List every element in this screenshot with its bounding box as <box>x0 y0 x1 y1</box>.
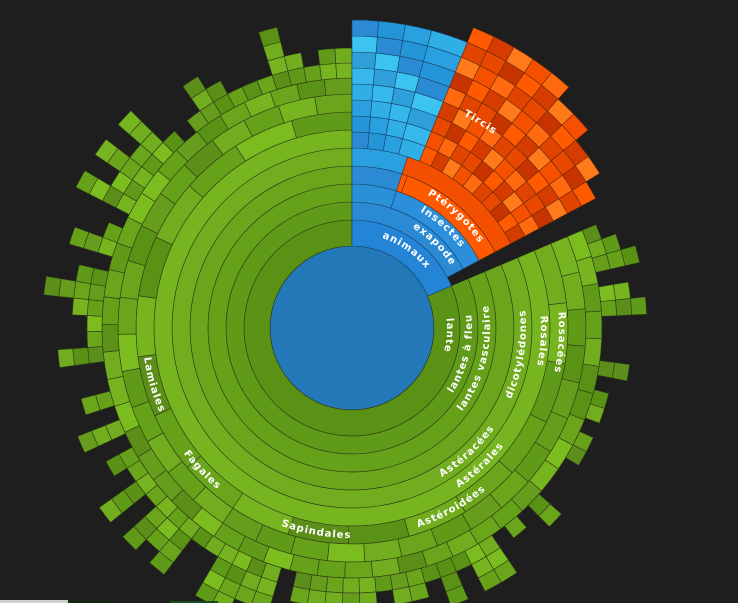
plant-outer-a-15-0[interactable] <box>565 444 587 466</box>
plant-l9-45[interactable] <box>323 77 353 96</box>
plant-outer-b-17-1[interactable] <box>289 586 310 603</box>
plant-outer-c-25-2[interactable] <box>68 226 90 249</box>
animal-col-0-5[interactable] <box>351 51 377 70</box>
footer-strip <box>170 601 218 603</box>
sunburst-root[interactable] <box>269 245 435 411</box>
animal-col-0-1[interactable] <box>351 115 371 134</box>
plant-outer-a-9-0[interactable] <box>597 360 616 379</box>
animal-col-0-6[interactable] <box>351 35 378 54</box>
plant-outer-c-11-1[interactable] <box>105 453 128 477</box>
insect-col-9-5[interactable] <box>572 181 597 207</box>
animal-col-1-1[interactable] <box>368 116 390 136</box>
plant-outer-a-5-0[interactable] <box>600 299 618 317</box>
plant-outer-d-0-0[interactable] <box>102 221 124 243</box>
plant-outer-b-6-2[interactable] <box>477 569 502 592</box>
plant-outer-c-22-2[interactable] <box>58 278 77 299</box>
animal-col-0-7[interactable] <box>351 19 380 38</box>
plant-l9-31[interactable] <box>101 324 120 353</box>
plant-l8-31[interactable] <box>314 93 353 116</box>
plant-outer-d-19-1[interactable] <box>334 47 353 64</box>
animal-col-0-2[interactable] <box>351 99 373 118</box>
plant-l9-3[interactable] <box>585 310 603 340</box>
plant-outer-c-20-0[interactable] <box>86 315 103 332</box>
plant-l9-17[interactable] <box>344 560 373 579</box>
sunburst-arcs <box>43 19 647 603</box>
plant-outer-d-4-3[interactable] <box>94 138 119 164</box>
plant-outer-a-5-2[interactable] <box>630 296 647 316</box>
plant-outer-d-7-0[interactable] <box>162 130 186 154</box>
plant-outer-b-15-0[interactable] <box>325 576 344 594</box>
plant-outer-d-18-0[interactable] <box>319 63 338 81</box>
animal-col-1-7[interactable] <box>377 20 406 41</box>
plant-outer-d-17-0[interactable] <box>303 64 322 83</box>
plant-outer-d-15-3[interactable] <box>258 26 281 48</box>
plant-outer-b-16-1[interactable] <box>307 589 327 603</box>
plant-l8-2[interactable] <box>566 308 587 347</box>
plant-outer-c-19-0[interactable] <box>86 331 104 348</box>
plant-outer-b-14-1[interactable] <box>342 592 360 603</box>
plant-outer-c-22-1[interactable] <box>73 280 92 300</box>
plant-outer-c-21-0[interactable] <box>86 299 104 317</box>
plant-outer-d-2-3[interactable] <box>75 170 99 195</box>
plant-outer-a-12-0[interactable] <box>584 403 605 424</box>
animal-col-1-3[interactable] <box>371 84 395 104</box>
plant-outer-c-21-1[interactable] <box>71 297 89 316</box>
plant-l8-22[interactable] <box>117 296 139 335</box>
plant-outer-b-1-1[interactable] <box>538 503 562 528</box>
plant-l9-4[interactable] <box>582 337 603 367</box>
plant-outer-c-22-3[interactable] <box>43 275 62 297</box>
plant-l9-18[interactable] <box>316 559 346 579</box>
animal-col-1-0[interactable] <box>367 132 387 152</box>
plant-outer-a-4-1[interactable] <box>613 281 631 301</box>
animal-col-1-2[interactable] <box>370 100 392 120</box>
animal-col-0-4[interactable] <box>351 67 375 86</box>
animal-col-1-5[interactable] <box>374 52 401 73</box>
plant-outer-b-13-0[interactable] <box>358 576 377 594</box>
plant-outer-c-22-0[interactable] <box>88 283 106 302</box>
plant-outer-c-13-2[interactable] <box>77 430 99 454</box>
plant-outer-b-14-0[interactable] <box>342 577 360 594</box>
plant-outer-c-9-3[interactable] <box>98 498 123 523</box>
plant-outer-d-6-3[interactable] <box>117 110 143 135</box>
plant-outer-b-11-1[interactable] <box>392 586 413 603</box>
plant-outer-d-16-1[interactable] <box>283 52 305 72</box>
plant-outer-d-19-0[interactable] <box>335 62 353 79</box>
plant-outer-a-2-2[interactable] <box>620 245 640 267</box>
plant-outer-c-15-1[interactable] <box>80 394 101 416</box>
plant-outer-b-15-1[interactable] <box>324 591 344 603</box>
plant-outer-c-18-2[interactable] <box>57 348 75 368</box>
plant-outer-b-16-0[interactable] <box>309 574 328 593</box>
plant-outer-a-9-1[interactable] <box>611 362 630 382</box>
plant-l7-12[interactable] <box>135 295 157 358</box>
plant-outer-b-8-2[interactable] <box>445 584 469 603</box>
plant-outer-c-18-0[interactable] <box>87 346 105 364</box>
plant-l8-12[interactable] <box>327 542 366 563</box>
plant-outer-d-18-1[interactable] <box>317 48 337 66</box>
footer-strip <box>70 601 118 603</box>
plant-l9-32[interactable] <box>101 296 121 325</box>
animal-col-1-4[interactable] <box>372 68 398 89</box>
footer-strip <box>0 600 68 603</box>
plant-outer-b-13-1[interactable] <box>359 591 378 603</box>
plant-outer-a-5-1[interactable] <box>615 298 633 316</box>
plant-outer-c-18-1[interactable] <box>72 347 90 366</box>
plant-outer-b-12-0[interactable] <box>374 574 393 593</box>
animal-col-0-0[interactable] <box>351 131 370 150</box>
plant-outer-c-23-1[interactable] <box>75 264 95 285</box>
plant-outer-c-7-3[interactable] <box>122 526 147 551</box>
plant-outer-a-4-0[interactable] <box>598 284 616 302</box>
animal-col-0-3[interactable] <box>351 83 374 102</box>
plant-outer-b-3-0[interactable] <box>504 515 527 539</box>
